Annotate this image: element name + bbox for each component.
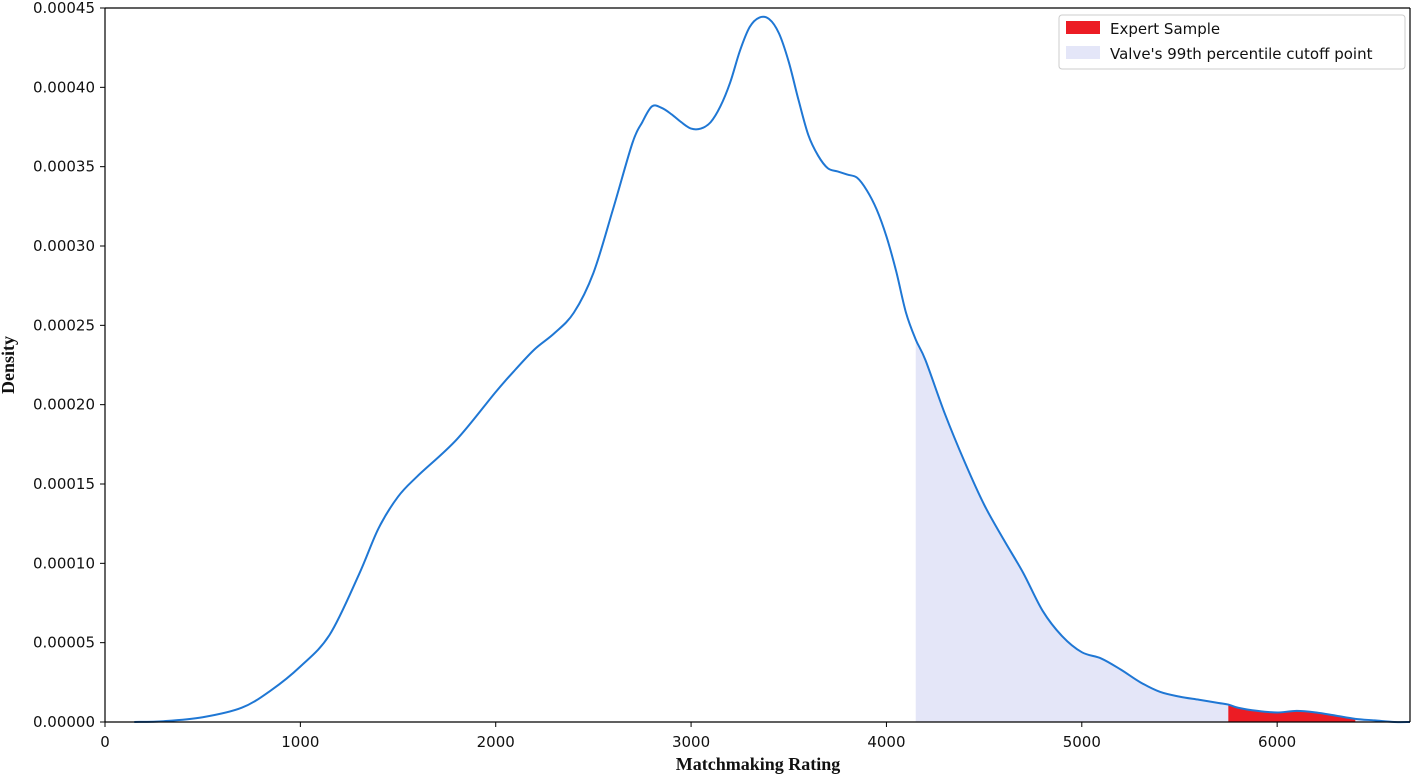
x-tick-label: 5000 [1063,733,1101,751]
y-tick-label: 0.00035 [33,158,95,176]
x-axis-title: Matchmaking Rating [676,754,841,774]
legend-swatch [1066,21,1100,34]
density-curve-line [134,15,1411,724]
legend-label: Valve's 99th percentile cutoff point [1110,45,1373,63]
legend-swatch [1066,46,1100,59]
y-axis-ticks: 0.00000 0.00005 0.00010 0.00015 0.00020 0.000… [33,0,105,731]
x-tick-label: 4000 [867,733,905,751]
y-tick-label: 0.00045 [33,0,95,17]
y-tick-label: 0.00040 [33,78,95,96]
x-axis-ticks: 0 1000 2000 3000 4000 5000 6000 [100,722,1296,751]
y-axis-title: Density [0,336,18,394]
legend-label: Expert Sample [1110,20,1220,38]
shaded-regions [915,339,1410,723]
x-tick-label: 0 [100,733,110,751]
shaded-region-1 [1228,704,1356,722]
y-tick-label: 0.00030 [33,237,95,255]
x-tick-label: 1000 [281,733,319,751]
legend: Expert Sample Valve's 99th percentile cut… [1058,14,1406,70]
y-tick-label: 0.00010 [33,554,95,572]
x-tick-label: 3000 [672,733,710,751]
x-tick-label: 6000 [1258,733,1296,751]
x-tick-label: 2000 [477,733,515,751]
axes [104,7,1411,723]
y-tick-label: 0.00015 [33,475,95,493]
shaded-region-0 [915,339,1410,723]
y-tick-label: 0.00005 [33,634,95,652]
legend-box [1058,14,1406,70]
y-tick-label: 0.00025 [33,316,95,334]
y-tick-label: 0.00000 [33,713,95,731]
y-tick-label: 0.00020 [33,396,95,414]
